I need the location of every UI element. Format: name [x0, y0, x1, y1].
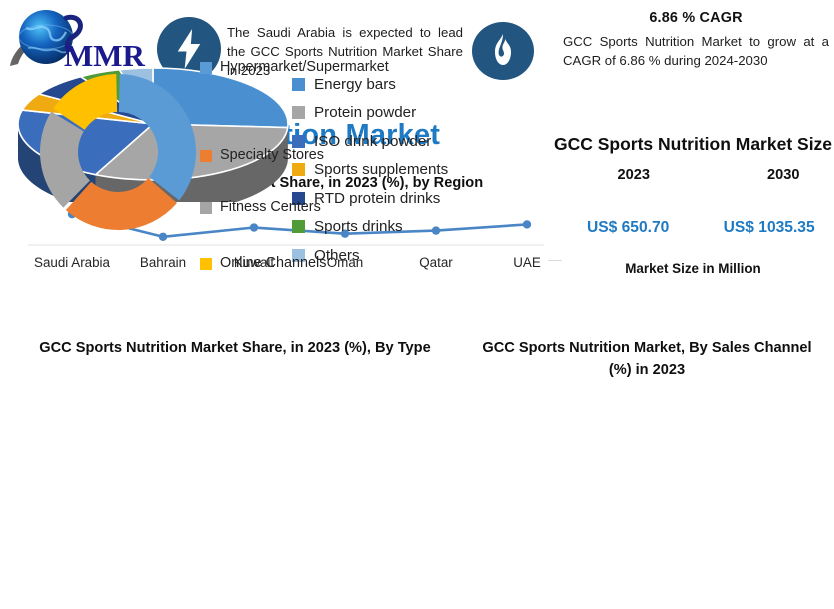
legend-label: Online Channels	[220, 255, 327, 271]
legend-swatch-icon	[292, 134, 305, 148]
flame-icon	[495, 34, 511, 65]
legend-label: Fitness Centers	[220, 199, 321, 215]
market-size-block: GCC Sports Nutrition Market Size 2023 20…	[552, 132, 834, 276]
legend-swatch-icon	[200, 258, 212, 270]
region-axis-labels: Saudi Arabia Bahrain Kuwait Oman Qatar UAE	[10, 255, 550, 277]
header-note-left: The Saudi Arabia is expected to lead the…	[227, 25, 463, 78]
region-data-point	[431, 226, 441, 235]
chart-title-channel: GCC Sports Nutrition Market, By Sales Ch…	[482, 340, 812, 378]
flame-badge	[472, 22, 534, 80]
region-data-point	[249, 223, 259, 232]
legend-label: Others	[314, 246, 360, 264]
legend-item: Specialty Stores	[200, 146, 380, 165]
region-axis-label: UAE	[513, 255, 541, 270]
legend-item: Online Channels	[200, 254, 380, 273]
legend-item: RTD protein drinks	[292, 184, 492, 213]
donut-slice-online-channels	[53, 74, 118, 130]
legend-swatch-icon	[200, 150, 212, 162]
legend-item: Energy bars	[292, 70, 492, 99]
region-data-point	[522, 220, 532, 229]
legend-item: Sports drinks	[292, 213, 492, 242]
market-size-title: GCC Sports Nutrition Market Size	[553, 134, 833, 154]
legend-label: Specialty Stores	[220, 147, 324, 163]
year-start-label: 2023	[617, 167, 650, 183]
region-axis-label: Kuwait	[233, 255, 275, 270]
channel-donut-svg	[39, 74, 196, 231]
channel-share-chart: GCC Sports Nutrition Market, By Sales Ch…	[460, 337, 834, 381]
legend-swatch-icon	[292, 191, 305, 205]
region-data-point	[158, 232, 168, 241]
legend-swatch-icon	[292, 220, 305, 234]
legend-item: ISO drink powder	[292, 127, 492, 156]
legend-swatch-icon	[200, 62, 212, 74]
legend-swatch-icon	[292, 248, 305, 262]
cagr-headline: 6.86 % CAGR	[649, 10, 743, 26]
cagr-block: 6.86 % CAGR GCC Sports Nutrition Market …	[563, 10, 829, 70]
year-end-label: 2030	[767, 167, 800, 183]
donut-slice-hypermarket-supermarket	[118, 74, 196, 201]
lightning-bolt-icon	[177, 29, 201, 69]
legend-label: RTD protein drinks	[314, 189, 441, 207]
pie-slice-energy-bars	[152, 67, 289, 129]
legend-label: ISO drink powder	[314, 132, 432, 150]
donut-slice-fitness-centers	[39, 111, 90, 208]
legend-swatch-icon	[292, 106, 305, 120]
legend-label: Sports drinks	[314, 218, 403, 236]
region-axis-label: Qatar	[419, 255, 453, 270]
value-start: US$ 650.70	[586, 219, 670, 236]
legend-item: Hypermarket/Supermarket	[200, 58, 389, 77]
legend-item: Protein powder	[292, 99, 492, 128]
type-pie-legend: Energy bars Protein powder ISO drink powde…	[292, 70, 492, 270]
donut-slice-specialty-stores	[65, 178, 177, 231]
market-size-years: 2023 2030	[552, 167, 834, 193]
channel-donut-canvas	[30, 62, 206, 242]
value-end: US$ 1035.35	[723, 219, 815, 236]
legend-item: Fitness Centers	[200, 198, 380, 217]
legend-item: Others	[292, 241, 492, 270]
divider-tick	[548, 260, 562, 261]
globe-swoosh-logo: MMR	[10, 10, 146, 73]
legend-label: Hypermarket/Supermarket	[220, 59, 389, 75]
legend-swatch-icon	[292, 163, 305, 177]
channel-donut-legend: Hypermarket/Supermarket Specialty Stores F…	[200, 58, 389, 288]
region-data-point	[340, 229, 350, 238]
chart-title-type: GCC Sports Nutrition Market Share, in 20…	[39, 340, 431, 356]
mmr-logo: MMR	[4, 4, 154, 78]
legend-label: Protein powder	[314, 104, 417, 122]
legend-item: Sports supplements	[292, 156, 492, 185]
cagr-note: GCC Sports Nutrition Market to grow at a…	[563, 34, 829, 68]
legend-swatch-icon	[200, 202, 212, 214]
legend-swatch-icon	[292, 77, 305, 91]
legend-label: Sports supplements	[314, 161, 449, 179]
region-axis-label: Saudi Arabia	[34, 255, 110, 270]
region-axis-label: Bahrain	[139, 255, 187, 270]
legend-label: Energy bars	[314, 75, 396, 93]
type-share-chart: GCC Sports Nutrition Market Share, in 20…	[0, 337, 470, 359]
market-size-values: US$ 650.70 US$ 1035.35	[552, 219, 834, 247]
market-size-footnote: Market Size in Million	[625, 261, 761, 276]
svg-text:MMR: MMR	[64, 38, 146, 73]
region-axis-label: Oman	[326, 255, 364, 270]
